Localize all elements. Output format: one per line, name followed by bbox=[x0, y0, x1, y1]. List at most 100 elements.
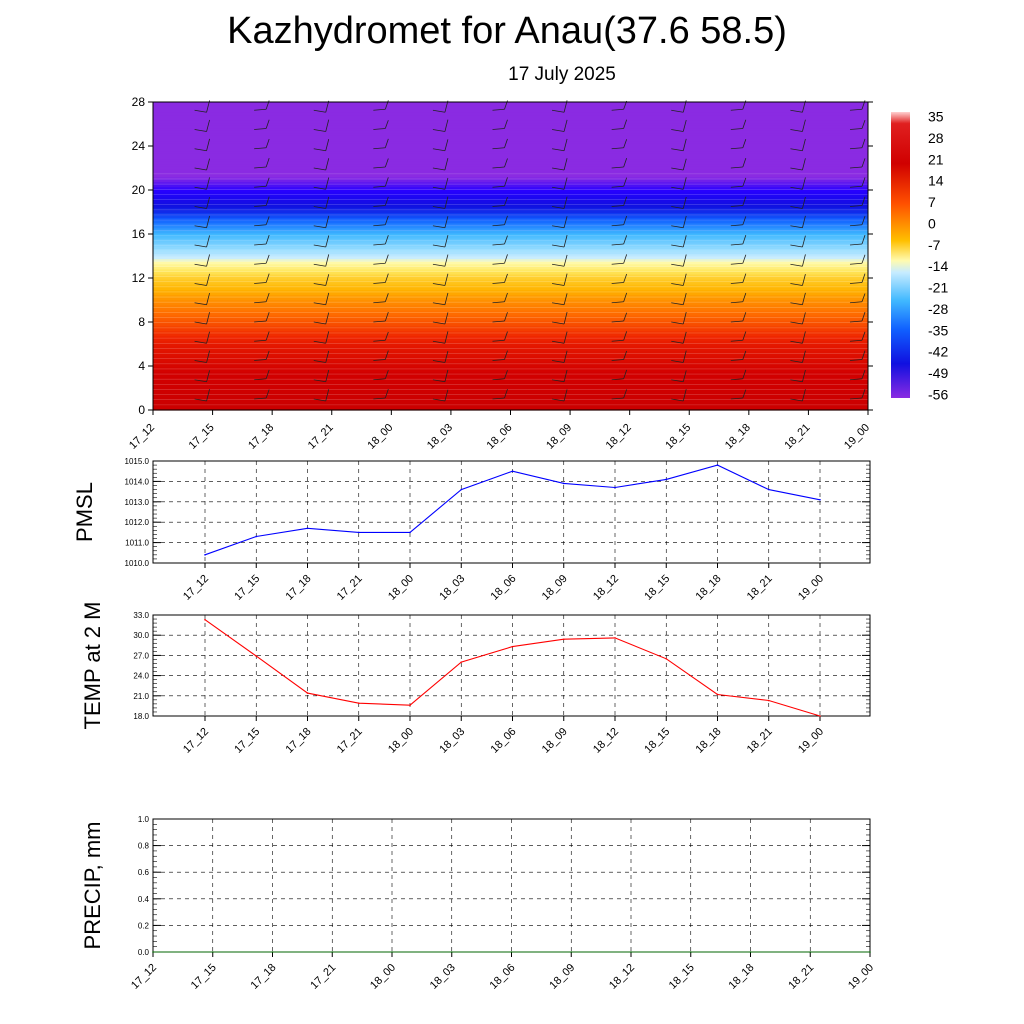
wind-barb bbox=[373, 378, 386, 381]
wind-barb bbox=[194, 186, 207, 190]
wind-barb bbox=[790, 225, 803, 229]
wind-barb bbox=[790, 321, 803, 325]
heat-band bbox=[153, 179, 868, 183]
wind-barb bbox=[313, 244, 326, 248]
wind-barb bbox=[325, 119, 330, 132]
wind-barb bbox=[432, 186, 445, 190]
wind-barb bbox=[504, 331, 508, 341]
x-tick-label: 18_06 bbox=[489, 726, 519, 756]
wind-barb bbox=[682, 235, 687, 248]
data-point bbox=[819, 715, 821, 717]
wind-barb bbox=[623, 139, 628, 148]
y-tick-label: 1012.0 bbox=[125, 518, 150, 527]
wind-barb bbox=[849, 108, 863, 111]
heat-band bbox=[153, 291, 868, 296]
colorbar-label: 14 bbox=[928, 173, 944, 189]
wind-barb bbox=[611, 108, 624, 111]
heat-band bbox=[153, 209, 868, 213]
wind-barb bbox=[432, 206, 445, 209]
wind-barb bbox=[552, 225, 565, 229]
heat-band bbox=[153, 384, 868, 388]
colorbar-label: -14 bbox=[928, 258, 948, 274]
wind-barb bbox=[254, 378, 267, 381]
heat-band bbox=[153, 399, 868, 403]
wind-barb bbox=[671, 360, 684, 363]
y-tick-label: 0.8 bbox=[138, 842, 150, 851]
wind-barb bbox=[790, 148, 803, 152]
wind-barb bbox=[861, 293, 866, 302]
wind-barb bbox=[432, 398, 445, 402]
wind-barb bbox=[802, 292, 806, 305]
heat-band bbox=[153, 194, 868, 198]
wind-barb bbox=[492, 128, 505, 130]
wind-barb bbox=[730, 301, 743, 304]
wind-barb bbox=[432, 340, 445, 344]
wind-barb bbox=[384, 120, 389, 129]
x-tick-label: 18_21 bbox=[782, 422, 812, 452]
wind-barb bbox=[444, 369, 449, 382]
wind-barb bbox=[265, 312, 270, 322]
wind-barb bbox=[563, 273, 568, 286]
heat-band bbox=[153, 304, 868, 308]
wind-barb bbox=[623, 254, 628, 264]
wind-barb bbox=[432, 263, 445, 267]
wind-barb bbox=[325, 215, 330, 228]
wind-barb bbox=[552, 302, 565, 306]
heat-band bbox=[153, 168, 868, 172]
wind-barb bbox=[492, 320, 505, 323]
wind-barb bbox=[265, 234, 270, 245]
wind-barb bbox=[254, 185, 267, 188]
colorbar-label: -28 bbox=[928, 301, 948, 317]
wind-barb bbox=[742, 177, 747, 187]
wind-barb bbox=[432, 109, 445, 113]
wind-barb bbox=[730, 147, 743, 150]
colorbar-label: 21 bbox=[928, 151, 944, 167]
data-point bbox=[570, 951, 573, 953]
heat-band bbox=[153, 155, 868, 160]
data-point bbox=[306, 692, 309, 694]
heat-band bbox=[153, 315, 868, 319]
heat-band bbox=[153, 202, 868, 206]
wind-barb bbox=[313, 302, 326, 306]
wind-barb bbox=[254, 282, 267, 284]
heat-band bbox=[153, 256, 868, 260]
wind-barb bbox=[790, 109, 803, 113]
wind-barb bbox=[623, 273, 628, 283]
wind-barb bbox=[265, 350, 270, 360]
colorbar-fill bbox=[891, 112, 910, 398]
heat-band bbox=[153, 240, 868, 244]
heat-band bbox=[153, 191, 868, 195]
wind-barb bbox=[384, 311, 389, 322]
wind-barb bbox=[313, 225, 326, 229]
wind-barb bbox=[849, 147, 863, 150]
heat-band bbox=[153, 394, 868, 398]
wind-barb bbox=[623, 331, 628, 341]
x-tick-label: 18_09 bbox=[540, 573, 570, 603]
temp2m-panel: 18.0 21.0 24.0 27.0 30.0 33.0 17_12 17_15 17_18 1… bbox=[80, 602, 871, 756]
wind-barb bbox=[623, 196, 628, 206]
y-tick-label: 0.4 bbox=[138, 895, 150, 904]
wind-barb bbox=[206, 370, 210, 382]
wind-barb bbox=[861, 331, 866, 341]
colorbar: 35 28 21 14 7 0 -7 -14 -21 -28 -35 -42 -49 -56 bbox=[891, 109, 948, 403]
wind-barb bbox=[313, 340, 326, 344]
x-tick-label: 18_15 bbox=[663, 422, 693, 452]
y-tick-label: 1.0 bbox=[138, 815, 150, 824]
y-tick-label: 12 bbox=[132, 271, 146, 285]
wind-barb bbox=[265, 273, 270, 283]
heat-band bbox=[153, 307, 868, 311]
colorbar-label: -21 bbox=[928, 280, 948, 296]
wind-barb bbox=[254, 128, 267, 130]
heat-band bbox=[153, 309, 868, 314]
x-tick-label: 18_06 bbox=[489, 573, 519, 603]
wind-barb bbox=[682, 196, 687, 209]
wind-barb bbox=[254, 397, 267, 400]
wind-barb bbox=[313, 129, 326, 132]
wind-barb bbox=[384, 254, 389, 264]
data-point bbox=[511, 645, 514, 648]
heat-band bbox=[153, 212, 868, 216]
wind-barb bbox=[849, 378, 863, 381]
x-tick-label: 18_09 bbox=[544, 422, 574, 452]
wind-barb bbox=[325, 274, 330, 286]
heat-band bbox=[153, 266, 868, 270]
